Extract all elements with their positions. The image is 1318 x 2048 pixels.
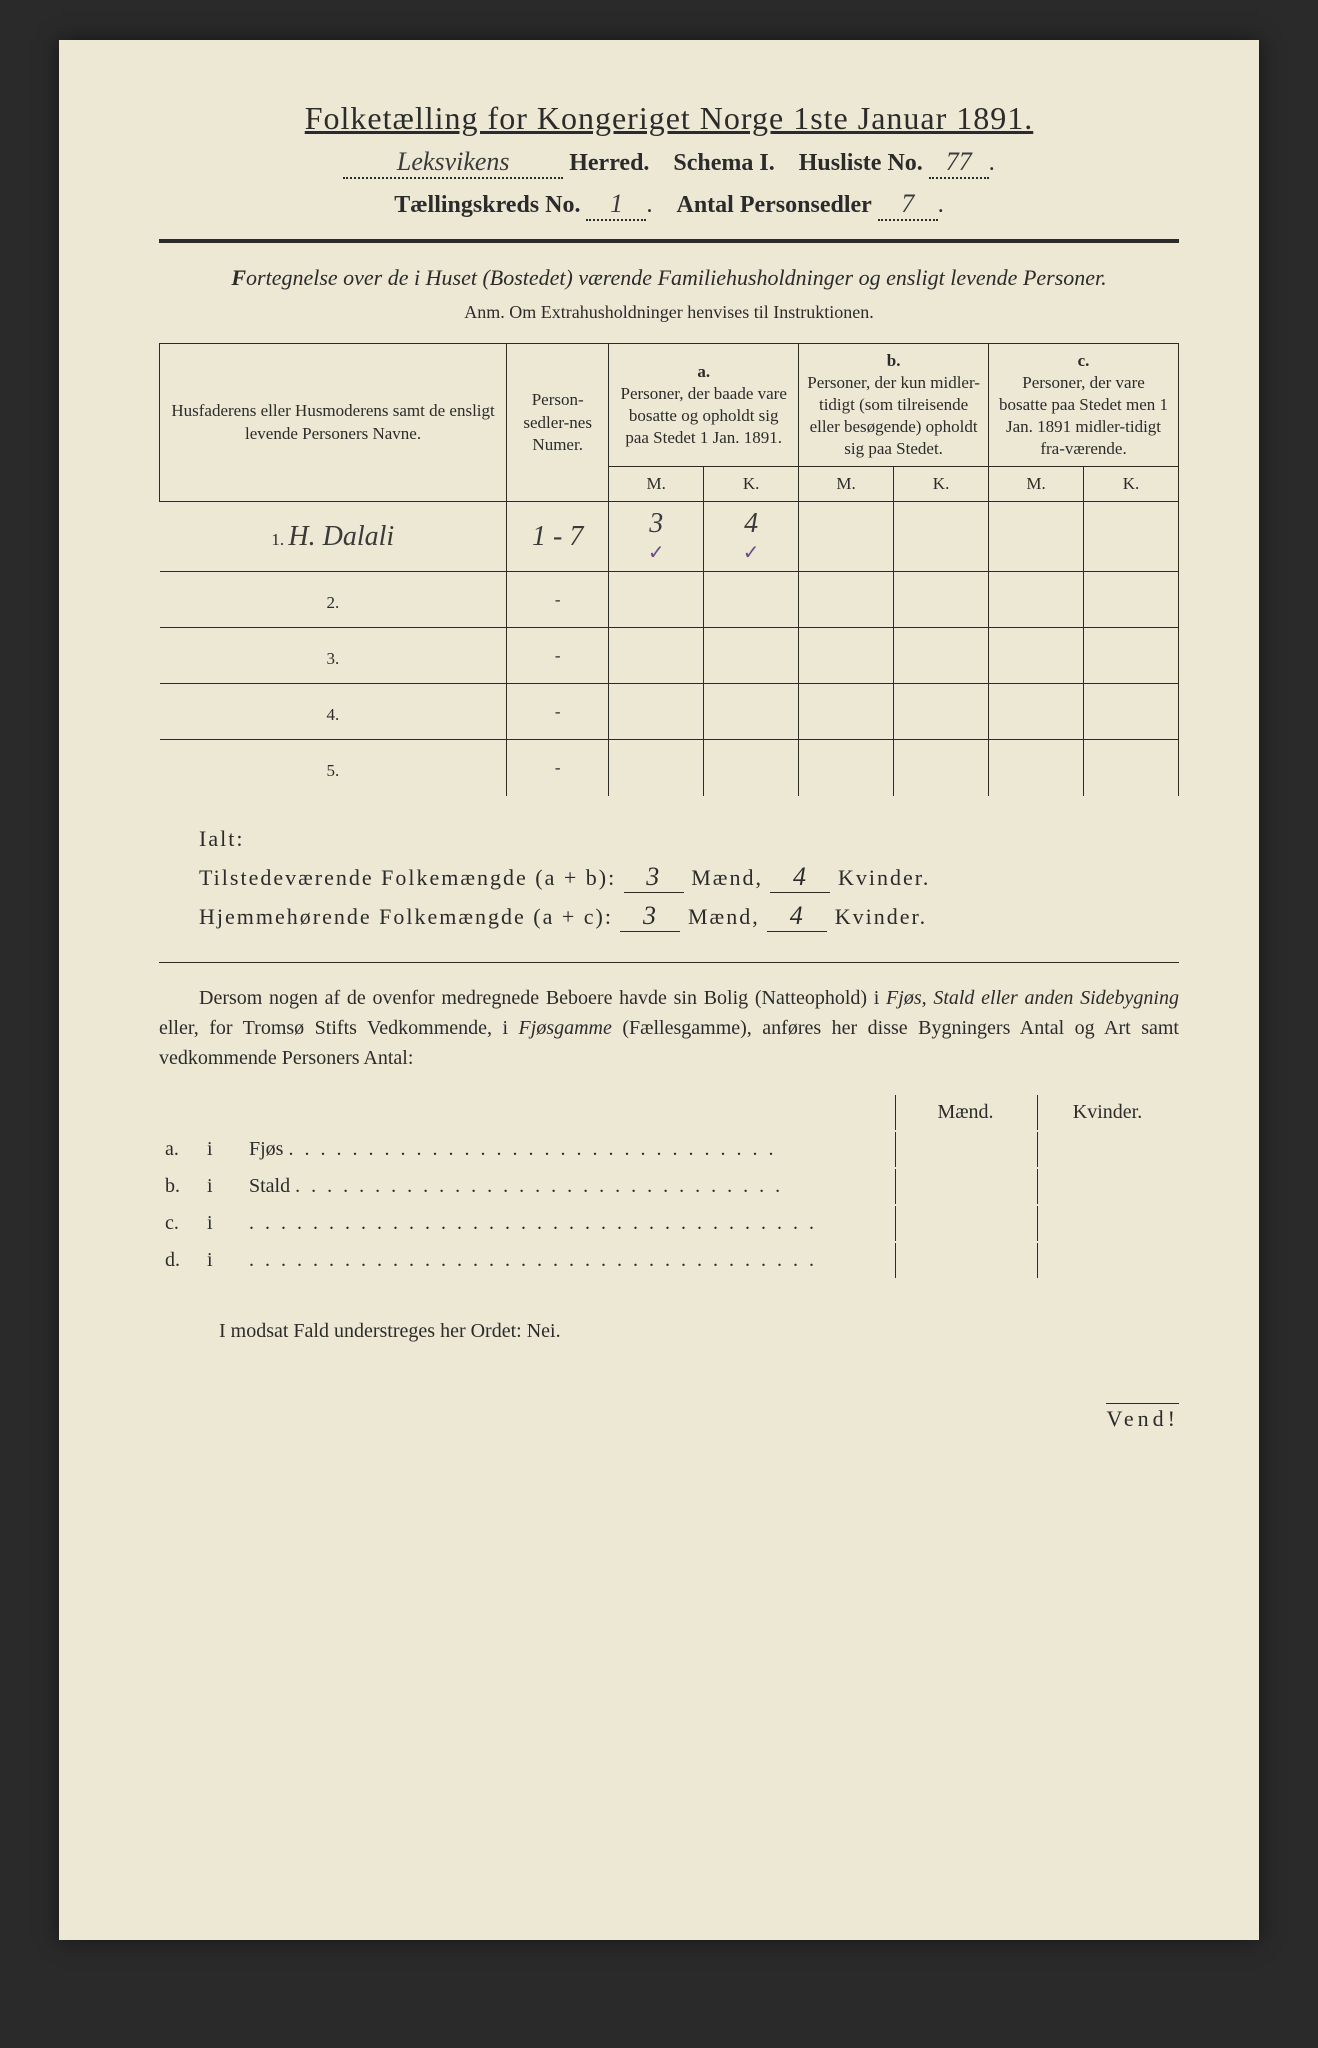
- table-row: 4. -: [160, 684, 1179, 740]
- sum2-m: 3: [620, 901, 680, 932]
- explanatory-paragraph: Dersom nogen af de ovenfor medregnede Be…: [159, 983, 1179, 1073]
- vend-label: Vend!: [1106, 1403, 1179, 1432]
- sum1-k: 4: [770, 862, 830, 893]
- table-row: 3. -: [160, 628, 1179, 684]
- th-b-m: M.: [799, 467, 894, 502]
- summary-line-1: Tilstedeværende Folkemængde (a + b): 3 M…: [199, 862, 1179, 893]
- th-c-k: K.: [1084, 467, 1179, 502]
- th-b-k: K.: [894, 467, 989, 502]
- header-row-3: Tællingskreds No. 1. Antal Personsedler …: [159, 189, 1179, 221]
- header-row-2: Leksvikens Herred. Schema I. Husliste No…: [159, 147, 1179, 179]
- antal-label: Antal Personsedler: [676, 192, 871, 218]
- bottom-row: d. i . . . . . . . . . . . . . . . . . .…: [161, 1243, 1177, 1278]
- th-a: a. Personer, der baade vare bosatte og o…: [609, 343, 799, 466]
- th-a-k: K.: [704, 467, 799, 502]
- schema-label: Schema I.: [673, 150, 774, 176]
- bottom-row: b. i Stald . . . . . . . . . . . . . . .…: [161, 1169, 1177, 1204]
- bottom-maend-header: Mænd.: [895, 1095, 1035, 1130]
- bottom-kvinder-header: Kvinder.: [1037, 1095, 1177, 1130]
- kreds-field: 1: [586, 189, 646, 221]
- antal-field: 7: [878, 189, 938, 221]
- th-c: c. Personer, der vare bosatte paa Stedet…: [989, 343, 1179, 466]
- herred-label: Herred.: [569, 150, 649, 176]
- bottom-row: a. i Fjøs . . . . . . . . . . . . . . . …: [161, 1132, 1177, 1167]
- summary-line-2: Hjemmehørende Folkemængde (a + c): 3 Mæn…: [199, 901, 1179, 932]
- bottom-table: Mænd. Kvinder. a. i Fjøs . . . . . . . .…: [159, 1093, 1179, 1280]
- census-form-page: Folketælling for Kongeriget Norge 1ste J…: [59, 40, 1259, 1940]
- main-table: Husfaderens eller Husmoderens samt de en…: [159, 343, 1179, 796]
- husliste-label: Husliste No.: [799, 150, 923, 176]
- th-c-m: M.: [989, 467, 1084, 502]
- th-num: Person-sedler-nes Numer.: [507, 343, 609, 502]
- divider-1: [159, 239, 1179, 243]
- sum1-m: 3: [624, 862, 684, 893]
- table-row: 1. H. Dalali 1 - 7 3✓ 4✓: [160, 502, 1179, 572]
- ialt-label: Ialt:: [199, 826, 1179, 852]
- main-title: Folketælling for Kongeriget Norge 1ste J…: [159, 100, 1179, 137]
- th-name: Husfaderens eller Husmoderens samt de en…: [160, 343, 507, 502]
- table-row: 2. -: [160, 572, 1179, 628]
- herred-field: Leksvikens: [343, 147, 563, 179]
- th-a-m: M.: [609, 467, 704, 502]
- kreds-label: Tællingskreds No.: [394, 192, 580, 218]
- th-b: b. Personer, der kun midler-tidigt (som …: [799, 343, 989, 466]
- sum2-k: 4: [767, 901, 827, 932]
- divider-2: [159, 962, 1179, 963]
- anm-note: Anm. Om Extrahusholdninger henvises til …: [159, 302, 1179, 323]
- table-row: 5. -: [160, 740, 1179, 796]
- bottom-row: c. i . . . . . . . . . . . . . . . . . .…: [161, 1206, 1177, 1241]
- subtitle: Fortegnelse over de i Huset (Bostedet) v…: [159, 263, 1179, 294]
- final-line: I modsat Fald understreges her Ordet: Ne…: [219, 1320, 1179, 1343]
- husliste-field: 77: [929, 147, 989, 179]
